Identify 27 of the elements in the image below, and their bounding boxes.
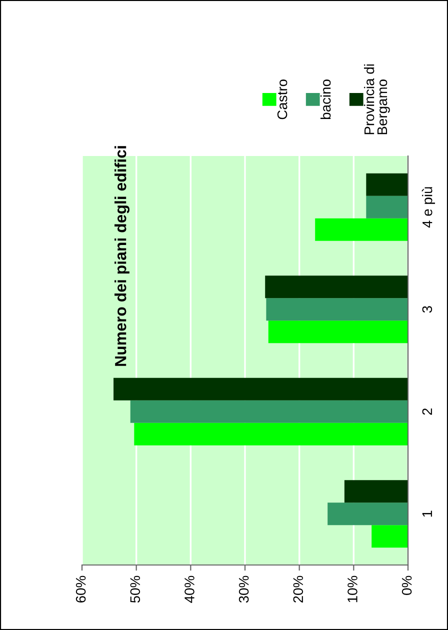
text: Numero dei piani degli edifici <box>114 146 130 366</box>
bar <box>328 502 408 526</box>
y-tick-label: 2 <box>422 408 432 415</box>
bar <box>265 276 408 298</box>
bar <box>344 480 408 503</box>
x-tick-label: 20% <box>293 576 304 603</box>
bar <box>268 320 408 344</box>
y-tick-label: 3 <box>422 306 432 313</box>
x-tick-label: 30% <box>238 576 249 603</box>
legend-label: bacino <box>320 80 331 119</box>
x-tick-label: 60% <box>76 576 86 603</box>
y-tick-label: 1 <box>422 510 432 517</box>
y-tick-label: 4 e più <box>422 187 435 228</box>
bar <box>134 422 408 446</box>
bar <box>266 298 408 321</box>
legend-label: Provincia di Bergamo <box>364 64 390 134</box>
bar <box>372 525 408 548</box>
bar <box>366 173 408 196</box>
x-tick-label: 50% <box>130 576 140 603</box>
bar <box>114 378 408 400</box>
legend-label: Castro <box>277 80 288 120</box>
bar <box>366 196 408 218</box>
x-tick-label: 0% <box>402 576 412 595</box>
x-tick-label: 10% <box>348 576 358 602</box>
bar <box>315 218 408 241</box>
bar <box>130 400 408 423</box>
x-tick-label: 40% <box>184 576 194 603</box>
